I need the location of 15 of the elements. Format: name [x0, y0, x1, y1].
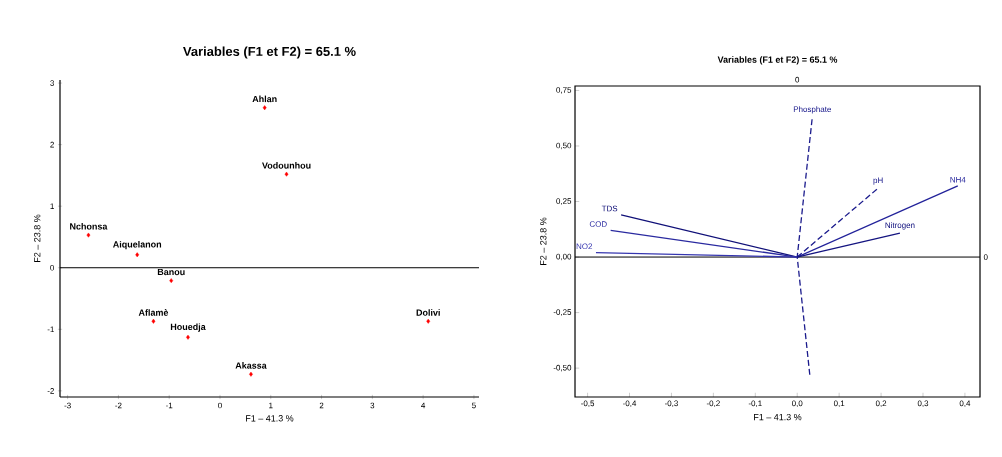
y-axis-title: F2 – 23.8 %: [34, 214, 41, 262]
x-axis-title: F1 – 41.3 %: [246, 415, 294, 422]
annotation: Aiquelanon: [113, 240, 162, 250]
annotation: Akassa: [235, 362, 267, 369]
annotation: Ahlan: [252, 95, 277, 103]
y-axis-title: F2 – 23.8 %: [540, 217, 547, 265]
annotation: Dolivi: [416, 309, 440, 316]
annotation: Aflamè: [138, 309, 169, 316]
x-axis-title: F1 – 41.3 %: [754, 413, 802, 421]
annotation: Nchonsa: [70, 223, 108, 230]
chart-title: Variables (F1 et F2) = 65.1 %: [717, 56, 838, 65]
annotation: Vodounhou: [262, 162, 311, 169]
annotation: Houedja: [170, 323, 206, 332]
annotation: Banou: [157, 268, 185, 276]
chart-title: Variables (F1 et F2) = 65.1 %: [183, 46, 356, 59]
